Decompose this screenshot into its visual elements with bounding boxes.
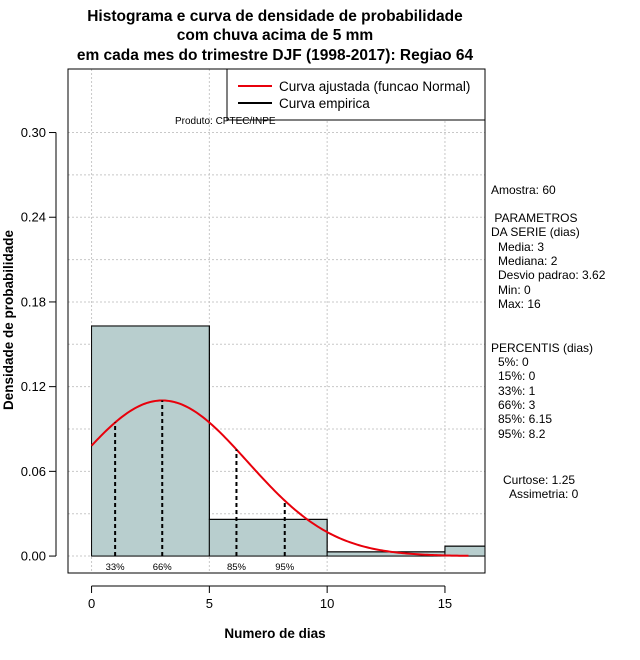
chart-title-line-3: em cada mes do trimestre DJF (1998-2017)… (77, 47, 474, 64)
x-axis-title: Numero de dias (224, 626, 325, 641)
legend-box (226, 68, 486, 121)
histogram-bar (91, 325, 210, 557)
empirical-curve (91, 325, 485, 553)
assimetria: Assimetria: 0 (509, 487, 579, 501)
param-media: Media: 3 (498, 240, 545, 254)
legend-empirical-label: Curva empirica (279, 96, 370, 111)
axes: 0 5 10 15 0.00 0.06 0.12 0.18 0.24 0.30 (21, 125, 452, 611)
percentile-label: 66% (153, 562, 173, 573)
params-title-2: DA SERIE (dias) (491, 225, 580, 239)
y-tick-label: 0.30 (21, 125, 46, 140)
percentile-label: 85% (227, 562, 247, 573)
histogram-bars (91, 325, 486, 557)
x-tick-label: 15 (438, 596, 452, 611)
y-tick-label: 0.18 (21, 294, 46, 309)
percentil-5: 5%: 0 (498, 355, 529, 369)
params-title-1: PARAMETROS (491, 211, 578, 225)
chart-title-line-1: Histograma e curva de densidade de proba… (87, 8, 463, 25)
percentile-label: 95% (275, 562, 295, 573)
legend-fitted-label: Curva ajustada (funcao Normal) (279, 79, 470, 94)
y-axis-title: Densidade de probabilidade (1, 229, 16, 410)
x-tick-label: 10 (320, 596, 334, 611)
percentil-66: 66%: 3 (498, 398, 536, 412)
empirical-curve-line (91, 325, 485, 553)
fitted-curve (90, 399, 469, 557)
curtose: Curtose: 1.25 (503, 473, 576, 487)
legend: Curva ajustada (funcao Normal) Curva emp… (226, 68, 486, 121)
y-tick-label: 0.12 (21, 379, 46, 394)
percentil-33: 33%: 1 (498, 384, 536, 398)
fitted-curve-line (90, 399, 469, 557)
percentile-label: 33% (106, 562, 126, 573)
y-tick-label: 0.06 (21, 464, 46, 479)
sample-size: Amostra: 60 (491, 183, 556, 197)
product-label: Produto: CPTEC/INPE (175, 116, 276, 127)
chart-title-line-2: com chuva acima de 5 mm (177, 27, 373, 44)
percentil-85: 85%: 6.15 (498, 412, 553, 426)
y-tick-label: 0.24 (21, 210, 46, 225)
param-min: Min: 0 (498, 283, 531, 297)
percentile-markers: 33% 66% 85% 95% (106, 400, 295, 573)
percentil-15: 15%: 0 (498, 369, 536, 383)
param-mediana: Mediana: 2 (498, 254, 558, 268)
x-tick-label: 0 (88, 596, 95, 611)
param-desvio: Desvio padrao: 3.62 (498, 268, 606, 282)
y-tick-label: 0.00 (21, 549, 46, 564)
x-tick-label: 5 (206, 596, 213, 611)
param-max: Max: 16 (498, 297, 541, 311)
percentil-95: 95%: 8.2 (498, 427, 546, 441)
percentis-title: PERCENTIS (dias) (491, 341, 594, 355)
histogram-bar (208, 518, 328, 557)
